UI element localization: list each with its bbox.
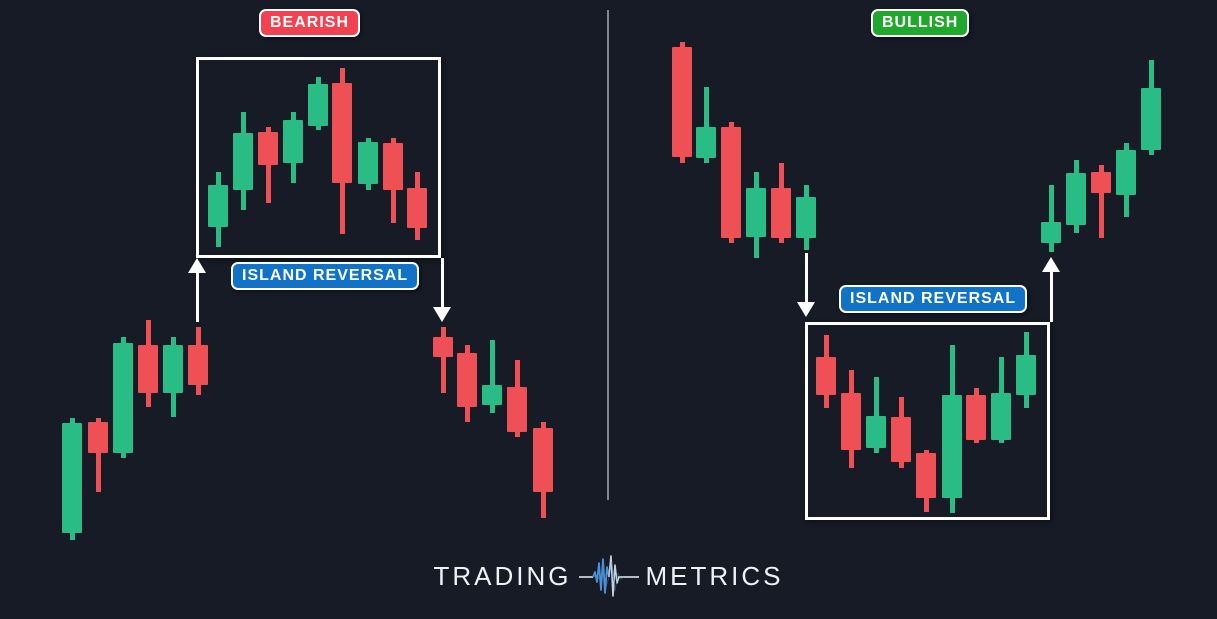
- gap-up-arrow: [1042, 257, 1060, 322]
- candle-body: [721, 127, 741, 238]
- candle-body: [113, 343, 133, 453]
- candle-body: [796, 197, 816, 238]
- arrow-head: [1042, 257, 1060, 272]
- bearish-badge: BEARISH: [259, 9, 361, 37]
- candle-wick: [704, 87, 709, 163]
- candle-body: [966, 395, 986, 440]
- candle-body: [358, 142, 378, 184]
- island-box: [196, 57, 441, 258]
- arrow-line: [804, 253, 808, 304]
- candle-body: [283, 120, 303, 163]
- arrow-head: [797, 302, 815, 317]
- candle-body: [1141, 88, 1161, 150]
- gap-down-arrow: [433, 258, 451, 322]
- candle-body: [383, 143, 403, 190]
- candle-body: [258, 132, 278, 165]
- island-box: [805, 322, 1050, 520]
- candle-body: [1066, 173, 1086, 225]
- candle-wick: [1099, 165, 1104, 238]
- arrow-line: [195, 271, 199, 322]
- candle-body: [866, 416, 886, 448]
- arrow-line: [440, 258, 444, 309]
- island-reversal-badge-left: ISLAND REVERSAL: [231, 262, 420, 290]
- candle-wick: [1049, 185, 1054, 252]
- candle-body: [457, 353, 477, 407]
- panel-divider: [607, 10, 609, 500]
- waveform-icon: [576, 553, 642, 599]
- candle-body: [746, 188, 766, 237]
- candle-body: [672, 47, 692, 157]
- arrow-head: [433, 307, 451, 322]
- candle-wick: [96, 418, 101, 492]
- candle-body: [233, 133, 253, 190]
- candle-body: [507, 387, 527, 432]
- candle-body: [991, 393, 1011, 440]
- candle-body: [188, 345, 208, 385]
- candle-body: [163, 345, 183, 393]
- candle-wick: [874, 377, 879, 453]
- candle-body: [62, 423, 82, 533]
- candle-body: [771, 188, 791, 238]
- candle-body: [696, 127, 716, 158]
- candle-body: [533, 428, 553, 492]
- candle-body: [433, 337, 453, 357]
- candle-body: [891, 417, 911, 462]
- candle-wick: [441, 327, 446, 393]
- candle-body: [1041, 222, 1061, 243]
- candle-wick: [266, 127, 271, 203]
- candle-body: [942, 395, 962, 498]
- candle-body: [138, 345, 158, 393]
- arrow-line: [1049, 270, 1053, 322]
- gap-up-arrow: [188, 258, 206, 322]
- logo-text-right: METRICS: [645, 560, 784, 591]
- candle-body: [308, 84, 328, 126]
- gap-down-arrow: [797, 253, 815, 317]
- candle-body: [841, 393, 861, 450]
- bullish-badge: BULLISH: [871, 9, 970, 37]
- candle-body: [88, 422, 108, 453]
- logo-text-left: TRADING: [433, 560, 572, 591]
- candle-body: [916, 453, 936, 498]
- candle-body: [1016, 355, 1036, 395]
- candle-body: [407, 188, 427, 228]
- candle-body: [1091, 172, 1111, 193]
- brand-logo: TRADING METRICS: [434, 553, 784, 599]
- candle-body: [208, 185, 228, 227]
- arrow-head: [188, 258, 206, 273]
- island-reversal-badge-right: ISLAND REVERSAL: [839, 285, 1028, 313]
- candle-wick: [490, 340, 495, 413]
- candle-body: [816, 357, 836, 395]
- candle-body: [482, 385, 502, 405]
- candle-body: [332, 83, 352, 183]
- candle-body: [1116, 150, 1136, 195]
